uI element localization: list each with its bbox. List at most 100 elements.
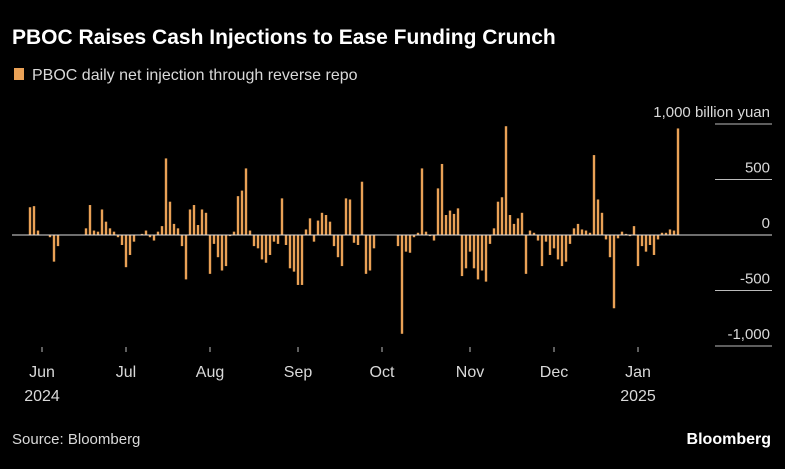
- bar: [352, 235, 356, 243]
- bar: [488, 235, 492, 244]
- bar: [328, 221, 332, 235]
- bar: [292, 235, 296, 272]
- bar: [368, 235, 372, 271]
- bar: [344, 198, 348, 235]
- bar: [588, 232, 592, 235]
- bar: [248, 230, 252, 235]
- bar: [444, 215, 448, 235]
- bar: [396, 235, 400, 247]
- bar: [496, 201, 500, 235]
- bar: [188, 209, 192, 235]
- bar: [224, 235, 228, 267]
- bar: [460, 235, 464, 277]
- bar: [92, 230, 96, 235]
- bar: [632, 226, 636, 235]
- bar: [252, 235, 256, 247]
- bar: [512, 223, 516, 235]
- bar: [408, 235, 412, 253]
- bar: [172, 223, 176, 235]
- bar: [132, 235, 136, 242]
- x-tick-label: Jan: [625, 364, 651, 381]
- bar: [200, 209, 204, 235]
- bar: [656, 235, 660, 240]
- bar: [180, 235, 184, 247]
- bar: [592, 155, 596, 235]
- bar: [500, 197, 504, 235]
- bar: [96, 231, 100, 235]
- x-tick-label: Sep: [284, 364, 313, 381]
- x-tick-label: Dec: [540, 364, 568, 381]
- bar: [436, 188, 440, 235]
- bar: [608, 235, 612, 258]
- x-tick-label: Aug: [196, 364, 224, 381]
- bar: [672, 230, 676, 235]
- bar: [184, 235, 188, 280]
- bar: [204, 212, 208, 235]
- bar: [104, 221, 108, 235]
- bar: [416, 232, 420, 235]
- bar: [580, 229, 584, 235]
- bar: [532, 232, 536, 235]
- bar: [464, 235, 468, 269]
- bar: [452, 213, 456, 235]
- bar: [124, 235, 128, 268]
- bar: [404, 235, 408, 252]
- bar: [524, 235, 528, 274]
- bar: [212, 235, 216, 244]
- legend-label: PBOC daily net injection through reverse…: [32, 67, 358, 84]
- bar: [424, 231, 428, 235]
- bar: [364, 235, 368, 274]
- bar: [612, 235, 616, 309]
- bar: [480, 235, 484, 271]
- bar: [284, 235, 288, 245]
- bar: [440, 163, 444, 235]
- bar: [468, 235, 472, 252]
- bar: [660, 232, 664, 235]
- bar: [84, 228, 88, 235]
- bar: [316, 220, 320, 235]
- bar: [196, 225, 200, 235]
- bar: [648, 235, 652, 245]
- bar: [276, 235, 280, 244]
- bar: [300, 235, 304, 285]
- bar: [272, 235, 276, 242]
- bar: [420, 168, 424, 235]
- source: Source: Bloomberg: [12, 431, 140, 448]
- bar: [600, 212, 604, 235]
- bar: [544, 235, 548, 242]
- legend-swatch: [14, 68, 24, 80]
- bar: [664, 232, 668, 235]
- bar: [228, 235, 232, 237]
- y-tick-label: 0: [762, 215, 770, 232]
- bar: [516, 218, 520, 235]
- bar: [596, 199, 600, 235]
- bar: [236, 196, 240, 235]
- bar: [336, 235, 340, 258]
- bar: [220, 235, 224, 271]
- bar: [576, 223, 580, 235]
- bar: [152, 235, 156, 241]
- bar: [528, 230, 532, 235]
- x-year-label: 2024: [24, 388, 60, 405]
- bar: [356, 235, 360, 245]
- bar: [160, 226, 164, 235]
- bar: [492, 228, 496, 235]
- y-tick-label: -1,000: [727, 326, 770, 343]
- bar: [456, 208, 460, 235]
- bar: [308, 218, 312, 235]
- bar: [428, 235, 432, 237]
- bar: [400, 235, 404, 334]
- bar: [668, 229, 672, 235]
- bar: [332, 235, 336, 247]
- bar: [484, 235, 488, 282]
- bar: [36, 230, 40, 235]
- bar: [168, 201, 172, 235]
- bar: [268, 235, 272, 255]
- bar: [304, 229, 308, 235]
- x-tick-label: Jul: [116, 364, 136, 381]
- bar: [312, 235, 316, 242]
- bar: [108, 228, 112, 235]
- bar: [128, 235, 132, 255]
- bar: [176, 228, 180, 235]
